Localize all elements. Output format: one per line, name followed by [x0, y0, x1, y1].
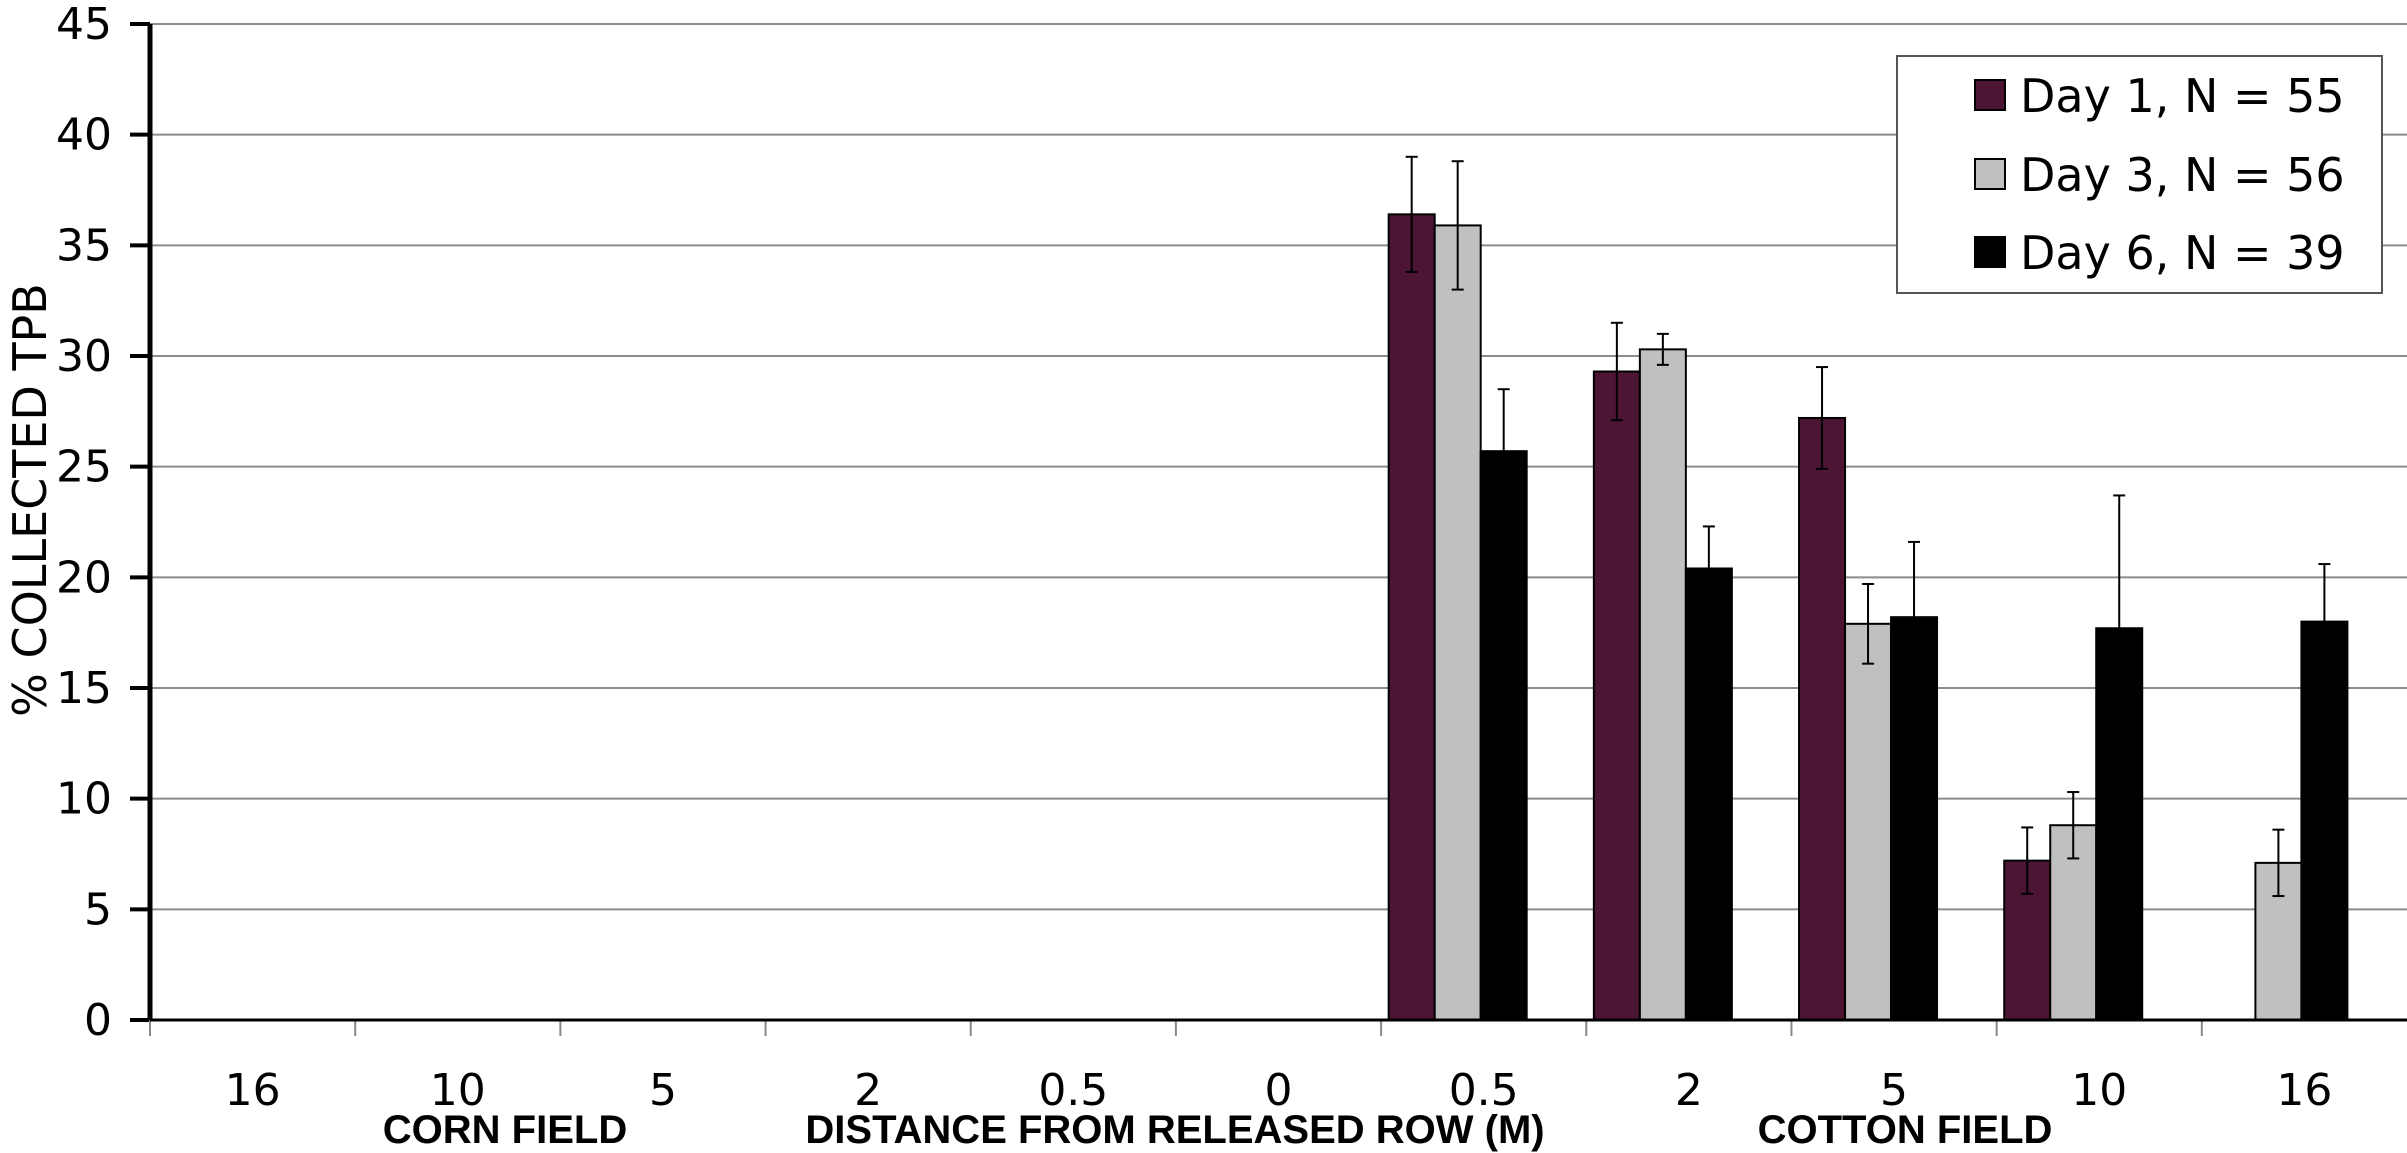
y-tick-label-45: 45 [56, 0, 112, 50]
y-tick-label-20: 20 [56, 552, 112, 603]
y-tick-label-40: 40 [56, 110, 112, 161]
legend-swatch-day6 [1974, 236, 2006, 268]
x-tick-label-10: 16 [2276, 1065, 2332, 1116]
y-tick-label-30: 30 [56, 331, 112, 382]
bar-s3-c7 [1684, 567, 1733, 1021]
x-tick-label-1: 10 [430, 1065, 486, 1116]
x-tick-label-9: 10 [2071, 1065, 2127, 1116]
y-tick-label-10: 10 [56, 774, 112, 825]
legend-swatch-day3 [1974, 158, 2006, 190]
x-tick-label-8: 5 [1880, 1065, 1908, 1116]
corn-field-label: CORN FIELD [383, 1108, 627, 1152]
y-tick-label-0: 0 [84, 995, 112, 1046]
x-tick-label-6: 0.5 [1449, 1065, 1519, 1116]
legend: Day 1, N = 55 Day 3, N = 56 Day 6, N = 3… [1896, 55, 2383, 294]
y-tick-label-15: 15 [56, 663, 112, 714]
legend-swatch-day1 [1974, 79, 2006, 111]
x-tick-label-5: 0 [1265, 1065, 1293, 1116]
legend-label-day1: Day 1, N = 55 [2020, 69, 2345, 123]
bar-s3-c6 [1479, 450, 1528, 1021]
x-tick-label-0: 16 [225, 1065, 281, 1116]
gridlines [150, 23, 2407, 911]
x-tick-labels: 16 10 5 2 0.5 0 0.5 2 5 10 16 [225, 1065, 2333, 1116]
x-tick-label-7: 2 [1675, 1065, 1703, 1116]
x-tick-label-3: 2 [854, 1065, 882, 1116]
bar-s1-c8 [1798, 416, 1847, 1021]
bar-s1-c6 [1387, 213, 1436, 1021]
y-tick-label-25: 25 [56, 442, 112, 493]
x-tick-label-2: 5 [649, 1065, 677, 1116]
bars [1387, 155, 2349, 1022]
bar-s2-c8 [1844, 622, 1893, 1022]
legend-label-day6: Day 6, N = 39 [2020, 226, 2345, 280]
bar-s2-c7 [1638, 348, 1687, 1021]
x-axis-label: DISTANCE FROM RELEASED ROW (M) [805, 1108, 1544, 1152]
cotton-field-label: COTTON FIELD [1758, 1108, 2053, 1152]
bar-s2-c6 [1433, 224, 1482, 1021]
y-tick-label-5: 5 [84, 884, 112, 935]
bar-s3-c10 [2300, 620, 2349, 1021]
y-axis-label: % COLLECTED TPB [3, 283, 57, 717]
y-tick-label-35: 35 [56, 220, 112, 271]
y-tick-labels: 0 5 10 15 20 25 30 35 40 45 [56, 0, 112, 1046]
axes [130, 22, 2407, 1036]
x-tick-label-4: 0.5 [1038, 1065, 1108, 1116]
legend-label-day3: Day 3, N = 56 [2020, 148, 2345, 202]
bar-s1-c7 [1592, 370, 1641, 1021]
